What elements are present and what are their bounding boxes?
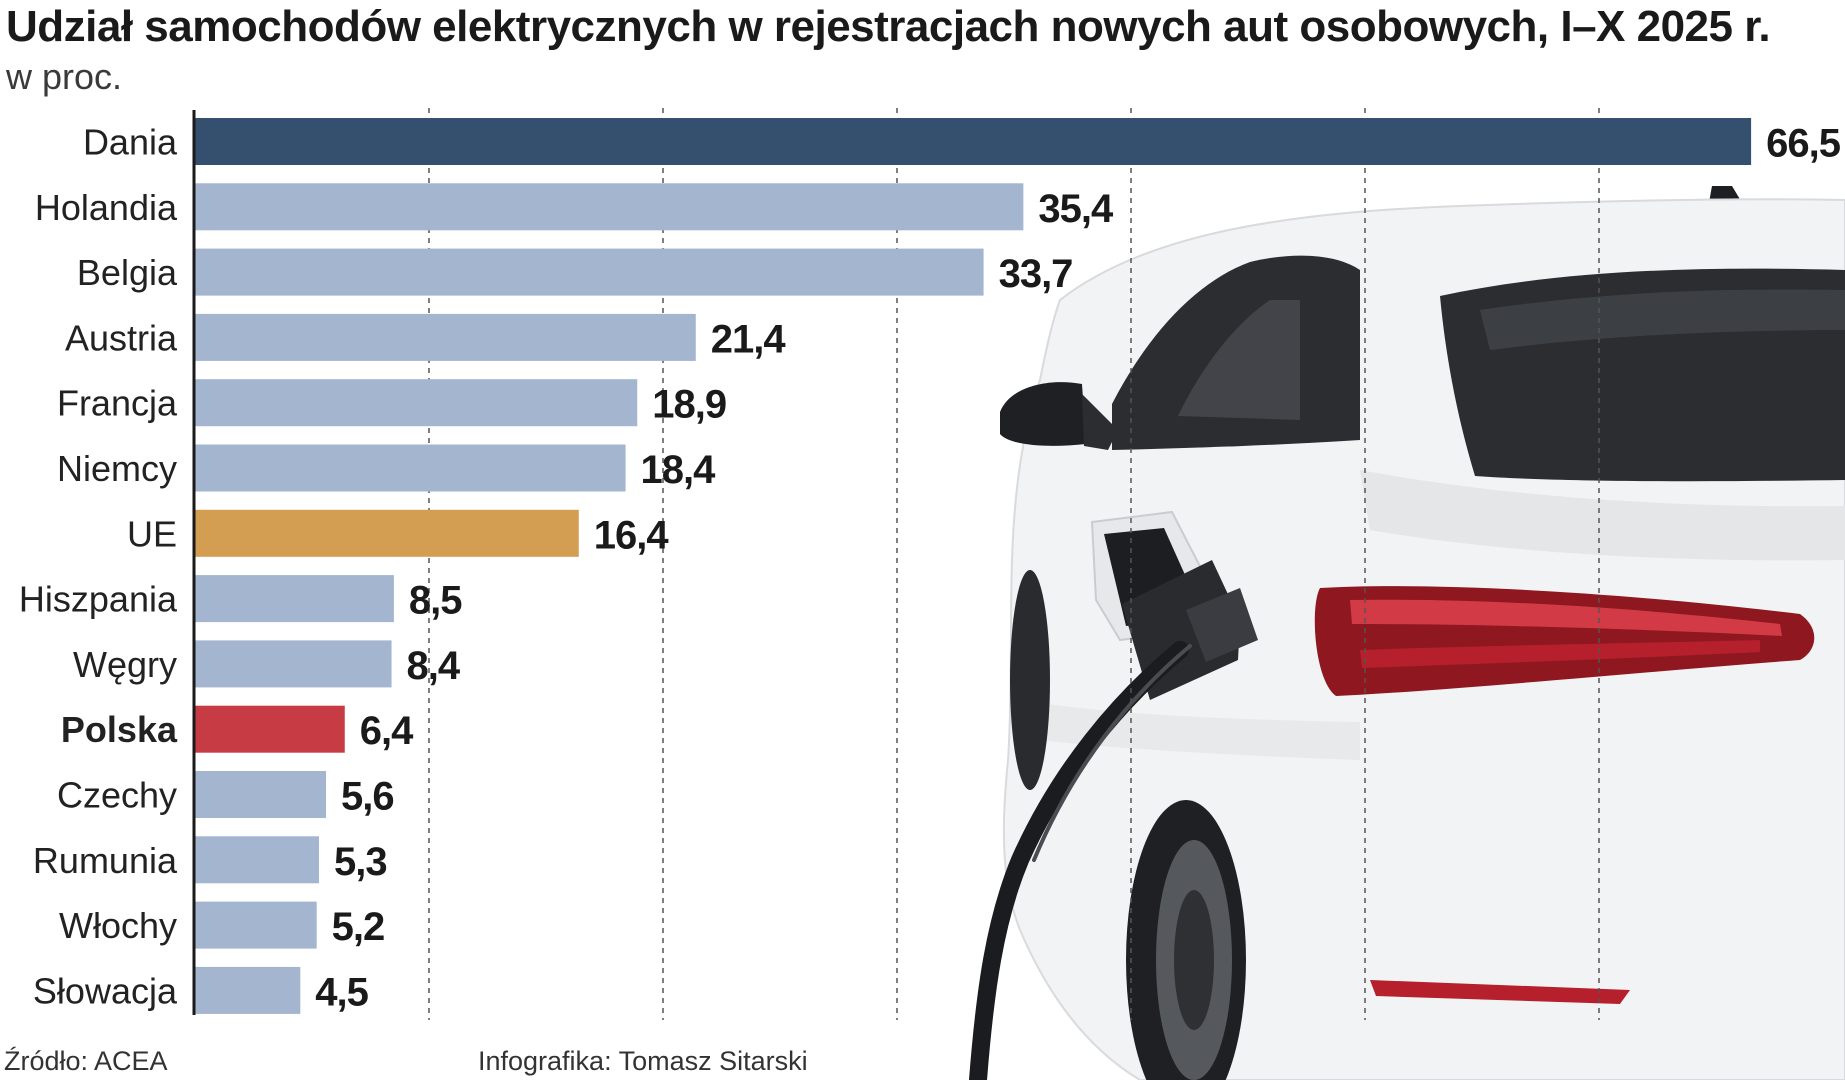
value-label-czechy: 5,6 — [341, 775, 394, 819]
bar-czechy — [195, 771, 327, 818]
bar-slowacja — [195, 966, 301, 1014]
value-label-slowacja: 4,5 — [315, 970, 368, 1014]
bar-wegry — [195, 640, 392, 688]
category-label-wegry: Węgry — [73, 644, 177, 685]
bar-dania — [195, 118, 1752, 165]
category-label-holandia: Holandia — [35, 187, 178, 228]
category-label-wlochy: Włochy — [59, 905, 177, 946]
value-label-hiszpania: 8,5 — [409, 579, 462, 623]
category-label-slowacja: Słowacja — [33, 970, 178, 1011]
category-label-francja: Francja — [57, 383, 178, 424]
bar-austria — [195, 313, 696, 361]
bar-francja — [195, 379, 638, 427]
bar-ue — [195, 509, 579, 557]
category-label-czechy: Czechy — [57, 775, 177, 816]
value-label-wlochy: 5,2 — [332, 905, 385, 949]
value-label-wegry: 8,4 — [407, 644, 461, 688]
value-label-niemcy: 18,4 — [641, 448, 717, 492]
bar-rumunia — [195, 836, 320, 884]
category-label-austria: Austria — [65, 317, 178, 358]
credit-note: Infografika: Tomasz Sitarski — [478, 1046, 808, 1076]
category-label-hiszpania: Hiszpania — [19, 579, 178, 620]
value-label-austria: 21,4 — [711, 317, 787, 361]
value-label-polska: 6,4 — [360, 709, 414, 753]
source-note: Źródło: ACEA — [4, 1046, 168, 1076]
value-label-ue: 16,4 — [594, 513, 670, 557]
category-label-polska: Polska — [61, 709, 178, 750]
car-charging-illustration — [969, 186, 1845, 1080]
value-label-holandia: 35,4 — [1038, 187, 1114, 231]
category-label-rumunia: Rumunia — [33, 840, 178, 881]
bar-niemcy — [195, 444, 626, 492]
category-label-ue: UE — [127, 513, 177, 554]
bar-polska — [195, 705, 345, 753]
chart-subtitle: w proc. — [6, 56, 123, 97]
bar-hiszpania — [195, 575, 394, 623]
value-label-francja: 18,9 — [652, 383, 726, 427]
chart-title: Udział samochodów elektrycznych w rejest… — [6, 2, 1771, 51]
bar-wlochy — [195, 901, 317, 949]
value-label-rumunia: 5,3 — [334, 840, 387, 884]
value-label-belgia: 33,7 — [999, 252, 1073, 296]
bar-belgia — [195, 248, 984, 296]
category-label-dania: Dania — [83, 122, 178, 163]
category-label-niemcy: Niemcy — [57, 448, 177, 489]
bar-holandia — [195, 183, 1024, 231]
value-label-dania: 66,5 — [1766, 122, 1841, 166]
category-label-belgia: Belgia — [77, 252, 178, 293]
